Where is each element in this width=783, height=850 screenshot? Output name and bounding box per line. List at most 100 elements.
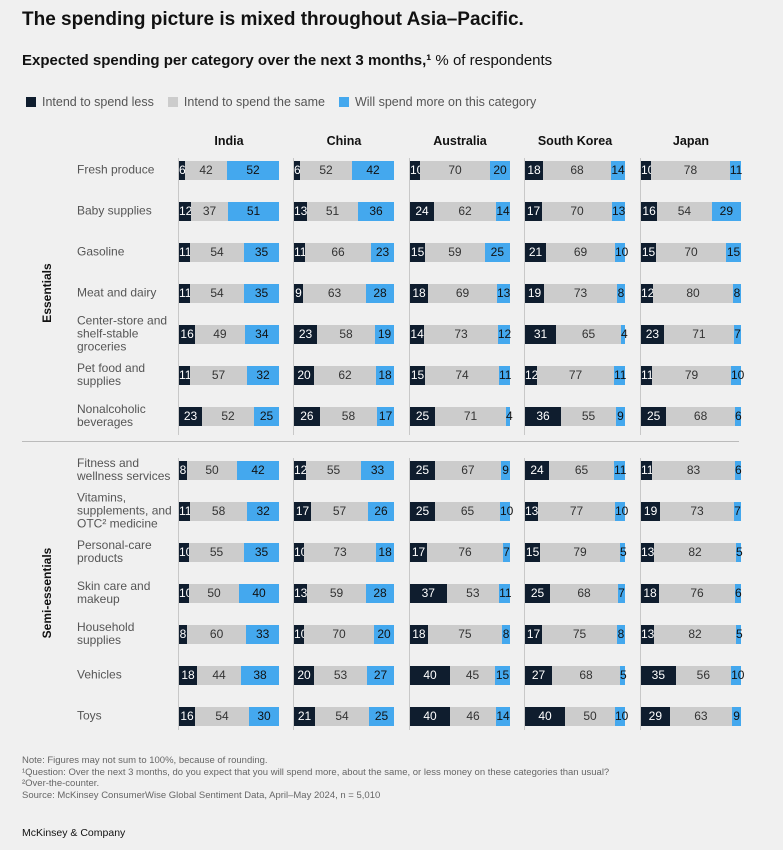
subtitle-unit: % of respondents: [431, 52, 553, 69]
bar-segment-same: 52: [202, 407, 254, 426]
bar-segment-less: 8: [179, 625, 187, 644]
bar-segment-same: 57: [311, 502, 368, 521]
footnotes: Note: Figures may not sum to 100%, becau…: [22, 755, 609, 801]
bar-segment-less: 10: [294, 625, 307, 644]
bar-segment-more: 10: [615, 243, 628, 262]
legend-label: Will spend more on this category: [354, 95, 537, 109]
bar-segment-same: 55: [561, 407, 616, 426]
bar-segment-less: 10: [410, 161, 423, 180]
footnote-1: ¹Question: Over the next 3 months, do yo…: [22, 766, 610, 778]
legend-swatch-more: [338, 97, 349, 107]
bar-segment-more: 11: [729, 161, 742, 180]
bar-segment-more: 4: [506, 407, 513, 426]
bar-segment-same: 55: [306, 461, 361, 480]
bar-segment-more: 19: [375, 325, 394, 344]
bar-segment-more: 15: [495, 666, 510, 685]
bar-segment-more: 7: [618, 584, 625, 603]
bar-segment-less: 13: [294, 584, 307, 603]
bar-segment-more: 8: [733, 284, 741, 303]
bar-segment-more: 17: [377, 407, 394, 426]
bar-segment-more: 51: [228, 202, 279, 221]
bar-segment-more: 9: [732, 707, 741, 726]
bar-segment-same: 69: [428, 284, 497, 303]
chart-subtitle: Expected spending per category over the …: [22, 52, 552, 69]
bar-segment-more: 11: [614, 461, 626, 480]
row-label: Skin care and makeup: [77, 579, 151, 606]
row-label: Personal-care products: [77, 538, 152, 565]
bar-segment-less: 11: [179, 366, 191, 385]
bar-segment-less: 13: [294, 202, 307, 221]
bar-segment-same: 57: [190, 366, 247, 385]
brand-logo-text: McKinsey & Company: [22, 827, 126, 839]
bar-segment-less: 25: [410, 461, 435, 480]
bar-segment-more: 42: [352, 161, 394, 180]
bar-segment-more: 33: [361, 461, 394, 480]
bar-segment-more: 35: [244, 543, 279, 562]
row-label: Meat and dairy: [77, 285, 157, 300]
bar-segment-less: 6: [294, 161, 301, 180]
bar-segment-less: 23: [294, 325, 317, 344]
bar-segment-less: 21: [525, 243, 546, 262]
note: Note: Figures may not sum to 100%, becau…: [22, 755, 268, 766]
row-label: Nonalcoholic beverages: [77, 402, 146, 429]
bar-segment-more: 4: [621, 325, 628, 344]
column-header-australia: Australia: [433, 134, 487, 148]
legend-item-same: Intend to spend the same: [167, 95, 325, 109]
row-label: Fitness and wellness services: [77, 456, 171, 483]
bar-segment-more: 33: [246, 625, 279, 644]
bar-segment-more: 10: [731, 366, 744, 385]
bar-segment-more: 10: [615, 707, 628, 726]
bar-segment-same: 83: [652, 461, 735, 480]
row-label: Vitamins, supplements, and OTC² medicine: [77, 490, 172, 531]
bar-segment-same: 60: [186, 625, 247, 644]
row-label: Gasoline: [77, 244, 125, 259]
bar-segment-less: 25: [410, 407, 435, 426]
bar-segment-same: 82: [654, 625, 736, 644]
bar-segment-more: 5: [736, 543, 743, 562]
bar-segment-more: 28: [366, 284, 394, 303]
row-label: Vehicles: [77, 667, 122, 682]
bar-segment-more: 11: [614, 366, 626, 385]
bar-segment-more: 13: [612, 202, 625, 221]
bar-segment-more: 14: [611, 161, 625, 180]
bar-segment-more: 35: [244, 284, 279, 303]
bar-segment-more: 5: [620, 666, 627, 685]
bar-segment-less: 17: [525, 202, 542, 221]
bar-segment-more: 11: [499, 584, 512, 603]
axis-line: [524, 158, 525, 435]
bar-segment-less: 16: [179, 707, 195, 726]
axis-line: [178, 158, 179, 435]
bar-segment-less: 12: [641, 284, 654, 303]
bar-segment-same: 70: [420, 161, 490, 180]
row-label: Center-store and shelf-stable groceries: [77, 313, 168, 354]
bar-segment-less: 11: [294, 243, 306, 262]
bar-segment-less: 20: [294, 666, 314, 685]
legend-item-more: Will spend more on this category: [338, 95, 537, 109]
bar-segment-same: 49: [195, 325, 245, 344]
bar-segment-same: 71: [435, 407, 506, 426]
bar-segment-same: 53: [314, 666, 367, 685]
bar-segment-less: 21: [294, 707, 315, 726]
bar-segment-less: 11: [641, 366, 653, 385]
bar-segment-less: 19: [525, 284, 544, 303]
bar-segment-same: 44: [197, 666, 241, 685]
bar-segment-same: 76: [659, 584, 735, 603]
bar-segment-same: 54: [190, 243, 244, 262]
group-label-0: Essentials: [40, 263, 54, 323]
bar-segment-less: 40: [525, 707, 565, 726]
axis-line: [409, 458, 410, 730]
bar-segment-more: 32: [247, 366, 279, 385]
bar-segment-same: 65: [435, 502, 500, 521]
bar-segment-less: 23: [179, 407, 202, 426]
bar-segment-more: 20: [374, 625, 394, 644]
bar-segment-less: 15: [410, 243, 426, 262]
row-label: Toys: [77, 708, 102, 723]
bar-segment-less: 10: [294, 543, 307, 562]
bar-segment-less: 37: [410, 584, 447, 603]
group-label-1: Semi-essentials: [40, 547, 54, 639]
bar-segment-more: 13: [497, 284, 510, 303]
legend-label: Intend to spend less: [42, 95, 154, 109]
bar-segment-more: 40: [239, 584, 279, 603]
bar-segment-less: 24: [410, 202, 434, 221]
axis-line: [409, 158, 410, 435]
